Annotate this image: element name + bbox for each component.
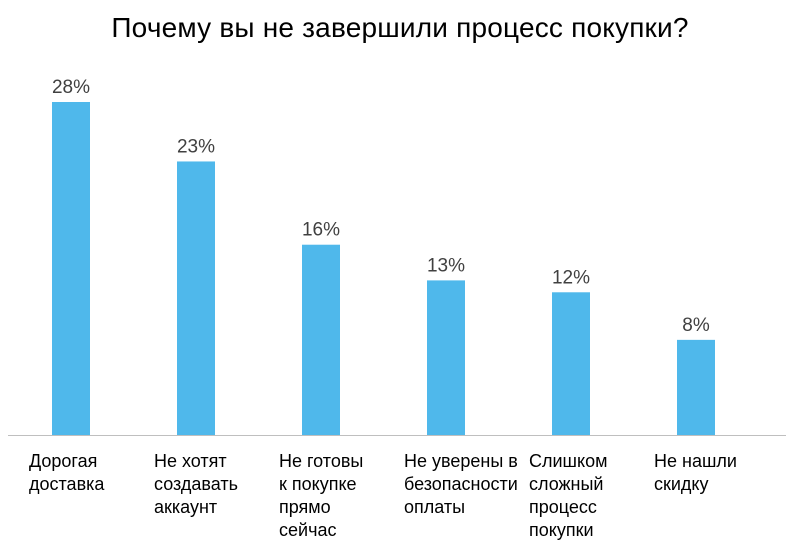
category-label-line: Не уверены в [404,451,518,471]
category-label: Не хотят создавать аккаунт [154,450,276,519]
category-label-line: Дорогая [29,451,98,471]
chart-title: Почему вы не завершили процесс покупки? [111,12,689,43]
category-label: Не нашли скидку [654,450,776,496]
category-label-line: безопасности [404,474,518,494]
bar [427,280,465,435]
data-label: 8% [682,315,710,336]
bar [52,102,90,435]
category-label-line: прямо [279,497,331,517]
category-label-line: Слишком [529,451,608,471]
category-label-line: оплаты [404,497,466,517]
data-label: 16% [302,220,340,241]
category-label-line: Не готовы [279,451,364,471]
category-label: Слишком сложный процесс покупки [529,450,651,542]
category-label-line: процесс [529,497,597,517]
bar [552,292,590,435]
data-label: 12% [552,267,590,288]
data-label: 28% [52,77,90,98]
category-label: Дорогая доставка [29,450,151,496]
category-label: Не уверены в безопасности оплаты [404,450,526,519]
bar [677,339,715,435]
category-label-line: сейчас [279,520,337,540]
category-label-line: покупки [529,520,594,540]
category-label-line: скидку [654,474,709,494]
data-label: 13% [427,255,465,276]
bar [302,244,340,435]
category-label-line: к покупке [279,474,357,494]
category-label-line: Не хотят [154,451,227,471]
category-label-line: доставка [29,474,105,494]
category-label-line: создавать [154,474,238,494]
category-label-line: Не нашли [654,451,737,471]
category-label-line: аккаунт [154,497,218,517]
category-label: Не готовы к покупке прямо сейчас [279,450,401,542]
category-label-line: сложный [529,474,604,494]
bar [177,161,215,435]
data-label: 23% [177,136,215,157]
